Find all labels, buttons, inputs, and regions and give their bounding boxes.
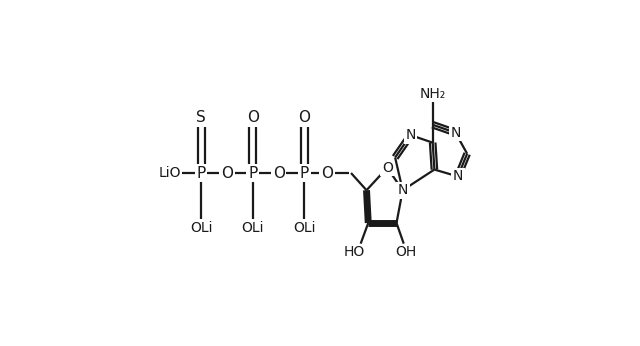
Text: P: P xyxy=(196,165,205,181)
Text: NH₂: NH₂ xyxy=(420,87,446,101)
Text: N: N xyxy=(406,128,416,142)
Text: OLi: OLi xyxy=(241,221,264,235)
Text: P: P xyxy=(300,165,309,181)
Text: OLi: OLi xyxy=(293,221,316,235)
Text: P: P xyxy=(248,165,257,181)
Text: LiO: LiO xyxy=(158,166,180,180)
Text: O: O xyxy=(221,165,233,181)
Text: O: O xyxy=(247,110,259,125)
Text: N: N xyxy=(451,126,461,140)
Text: O: O xyxy=(321,165,333,181)
Text: O: O xyxy=(382,161,392,175)
Text: O: O xyxy=(273,165,285,181)
Text: HO: HO xyxy=(344,245,365,259)
Text: O: O xyxy=(298,110,310,125)
Text: N: N xyxy=(397,183,408,197)
Text: OLi: OLi xyxy=(190,221,212,235)
Text: N: N xyxy=(452,170,463,183)
Text: OH: OH xyxy=(395,245,416,259)
Text: S: S xyxy=(196,110,206,125)
